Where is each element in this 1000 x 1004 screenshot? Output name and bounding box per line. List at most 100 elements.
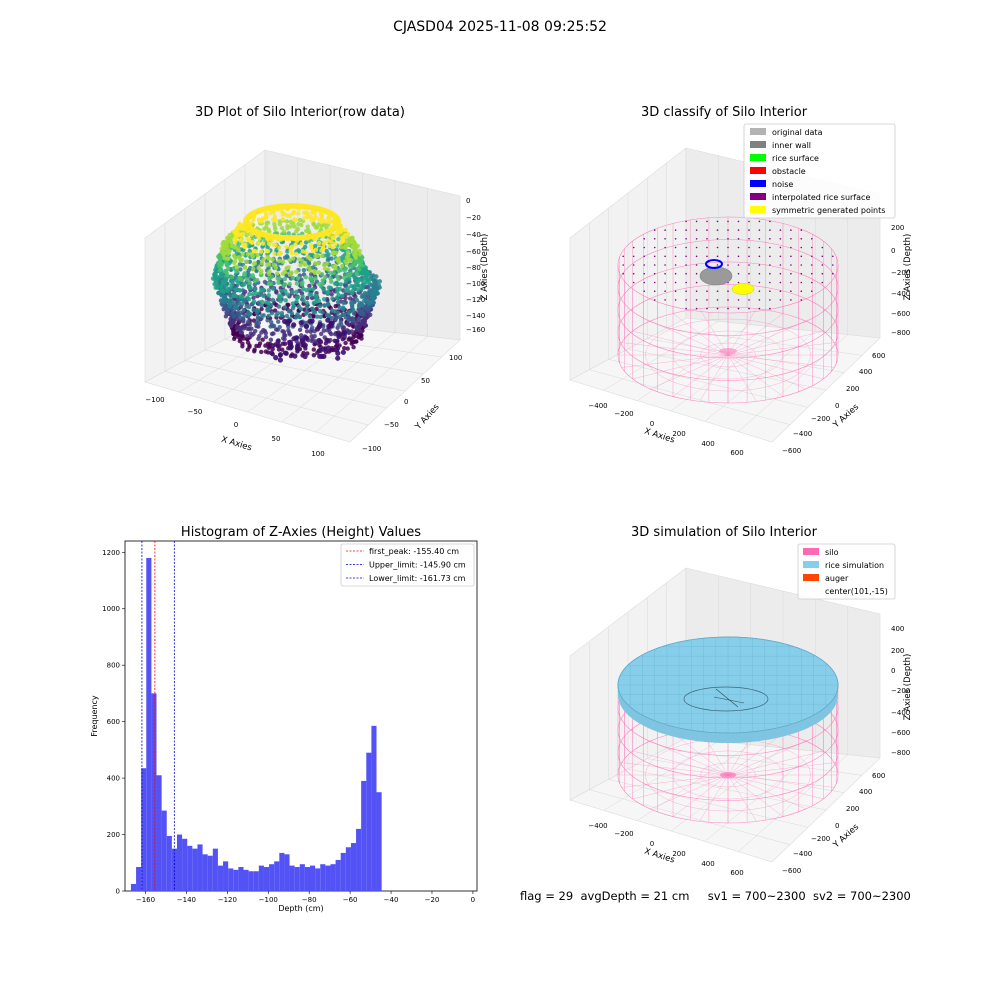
histogram-bar	[212, 848, 218, 891]
chart-title: 3D classify of Silo Interior	[641, 105, 808, 120]
x-tick-label: 400	[701, 860, 714, 868]
histogram-bar	[258, 865, 264, 891]
y-tick-label: 600	[107, 718, 120, 726]
histogram-bar	[192, 848, 198, 891]
z-tick-label: −40	[466, 231, 481, 239]
x-tick-label: −120	[218, 896, 237, 904]
y-tick-label: −400	[793, 430, 812, 438]
legend-swatch	[750, 167, 766, 174]
histogram-bar	[356, 828, 362, 891]
panel-histogram: Histogram of Z-Axies (Height) Values −16…	[90, 525, 478, 913]
legend-swatch	[750, 154, 766, 161]
legend: first_peak: -155.40 cm Upper_limit: -145.…	[340, 543, 475, 587]
x-tick-label: −140	[177, 896, 196, 904]
histogram-bar	[217, 865, 224, 891]
z-tick-label: 200	[891, 647, 904, 655]
histogram-bar	[130, 883, 137, 891]
chart-title: 3D Plot of Silo Interior(row data)	[195, 105, 405, 120]
x-tick-label: −160	[136, 896, 155, 904]
histogram-bar	[253, 871, 259, 891]
status-flag: flag = 29	[520, 889, 574, 903]
y-tick-label: −600	[782, 867, 801, 875]
legend-swatch	[750, 193, 766, 200]
y-tick-label: 600	[872, 352, 885, 360]
z-tick-label: −600	[891, 729, 910, 737]
histogram-bar	[350, 843, 357, 891]
histogram-bar	[197, 844, 203, 891]
histogram-bar	[223, 861, 229, 891]
y-axis-label: Y Axies	[413, 402, 442, 433]
y-tick-label: −200	[811, 835, 830, 843]
z-tick-label: −400	[891, 709, 910, 717]
x-tick-label: 600	[730, 449, 743, 457]
y-tick-label: 0	[835, 822, 839, 830]
histogram-bar	[289, 865, 295, 891]
y-tick-label: 800	[107, 662, 120, 670]
legend-label: Lower_limit: -161.73 cm	[369, 574, 466, 583]
x-tick-label: −80	[302, 896, 317, 904]
status-sv2: sv2 = 700~2300	[812, 889, 911, 903]
z-tick-label: −60	[466, 248, 481, 256]
x-tick-label: −40	[384, 896, 399, 904]
z-axis-label: Z Axies (Depth)	[903, 234, 913, 301]
z-tick-label: −140	[466, 312, 485, 320]
histogram-bar	[361, 780, 367, 891]
z-tick-label: −600	[891, 310, 910, 318]
legend: original data inner wall rice surface obsta…	[743, 123, 896, 219]
legend-label: center(101,-15)	[825, 587, 888, 596]
histogram-bar	[340, 852, 346, 891]
x-tick-label: 0	[650, 420, 654, 428]
z-tick-label: −160	[466, 326, 485, 334]
z-tick-label: −120	[466, 296, 485, 304]
y-tick-label: 1000	[102, 605, 120, 613]
histogram-bar	[299, 864, 305, 891]
y-tick-label: −400	[793, 850, 812, 858]
chart-title: 3D simulation of Silo Interior	[631, 525, 818, 540]
histogram-bar	[269, 864, 275, 891]
legend-label: rice surface	[772, 154, 819, 163]
histogram-bar	[320, 864, 326, 891]
z-tick-label: 200	[891, 224, 904, 232]
histogram-bar	[228, 868, 234, 891]
histogram-bar	[335, 859, 341, 891]
legend-swatch	[750, 206, 766, 213]
x-tick-label: 50	[272, 435, 281, 443]
y-tick-label: 200	[107, 831, 120, 839]
legend-label: original data	[772, 128, 823, 137]
histogram-bar	[274, 861, 280, 891]
histogram-bar	[366, 752, 372, 891]
histogram-bar	[166, 835, 172, 891]
x-axis-label: Depth (cm)	[278, 904, 323, 913]
legend-swatch	[750, 180, 766, 187]
histogram-bar	[330, 864, 336, 891]
legend-label: auger	[825, 574, 849, 583]
histogram-bar	[243, 869, 249, 891]
histogram-bar	[156, 775, 162, 891]
histogram-bar	[310, 865, 316, 891]
y-tick-label: 0	[404, 398, 408, 406]
histogram-bar	[146, 557, 152, 891]
z-tick-label: −20	[466, 214, 481, 222]
x-tick-label: 600	[730, 869, 743, 877]
y-tick-label: 400	[859, 368, 872, 376]
y-tick-label: 0	[835, 402, 839, 410]
histogram-bar	[136, 867, 142, 891]
legend-label: obstacle	[772, 167, 806, 176]
legend-label: inner wall	[772, 141, 811, 150]
legend-label: interpolated rice surface	[772, 193, 870, 202]
x-tick-label: −200	[614, 410, 633, 418]
histogram-bar	[304, 867, 311, 891]
x-tick-label: −100	[145, 396, 164, 404]
histogram-bar	[238, 867, 244, 891]
y-tick-label: −600	[782, 447, 801, 455]
x-tick-label: −50	[188, 408, 203, 416]
x-tick-label: −400	[588, 402, 607, 410]
z-tick-label: 0	[891, 247, 895, 255]
symmetric-cluster	[731, 283, 755, 295]
y-tick-label: 200	[846, 385, 859, 393]
y-tick-label: 400	[859, 788, 872, 796]
y-tick-label: 50	[421, 377, 430, 385]
z-tick-label: −200	[891, 687, 910, 695]
